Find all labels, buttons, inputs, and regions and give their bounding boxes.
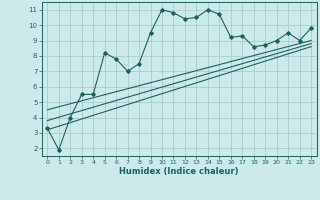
X-axis label: Humidex (Indice chaleur): Humidex (Indice chaleur) (119, 167, 239, 176)
